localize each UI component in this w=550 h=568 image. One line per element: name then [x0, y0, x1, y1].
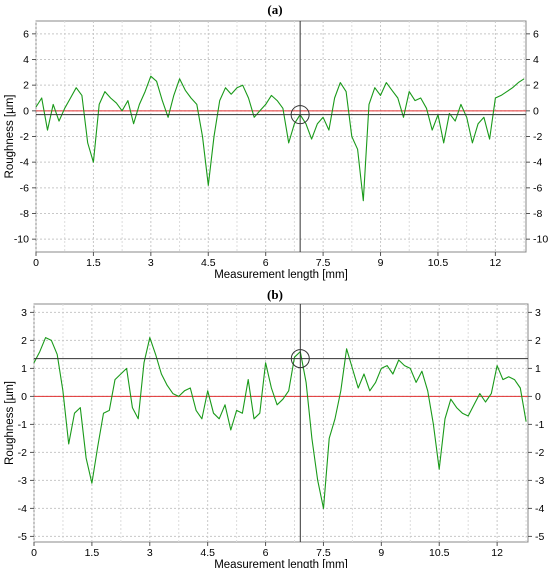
y-tick-label-right: -5	[535, 531, 544, 543]
x-tick-label: 7.5	[316, 257, 331, 269]
x-tick-label: 0	[31, 547, 37, 559]
x-tick-label: 3	[148, 257, 154, 269]
x-tick-label: 7.5	[316, 547, 331, 559]
x-tick-label: 10.5	[429, 547, 450, 559]
y-tick-label-left: -2	[18, 447, 27, 459]
y-tick-label-right: -1	[535, 419, 544, 431]
x-tick-label: 3	[147, 547, 153, 559]
y-tick-label-left: -2	[20, 131, 29, 143]
y-axis-title: Roughness [µm]	[4, 381, 16, 465]
x-tick-label: 10.5	[428, 257, 449, 269]
y-tick-label-right: -2	[535, 447, 544, 459]
y-axis-title: Roughness [µm]	[4, 95, 16, 179]
y-tick-label-left: -3	[18, 475, 27, 487]
y-tick-label-right: -4	[533, 157, 542, 169]
x-tick-label: 0	[33, 257, 39, 269]
y-tick-label-right: 2	[535, 335, 541, 347]
cursor-circle-marker	[290, 105, 310, 125]
panel-label-b: (b)	[267, 287, 283, 302]
y-tick-label-left: 0	[23, 105, 29, 117]
y-tick-label-left: -4	[20, 157, 29, 169]
x-tick-label: 6	[263, 257, 269, 269]
y-tick-label-left: -1	[18, 419, 27, 431]
y-tick-label-right: 2	[533, 80, 539, 92]
y-tick-label-right: 3	[535, 307, 541, 319]
roughness-chart-b: 0 1.5 3 4.5 6 7.5 9 10.5 12 3 3 2 2 1 1 0 0 -1 -1 -2 -2 -3 -3 -…	[4, 303, 544, 568]
x-tick-label: 9	[378, 257, 384, 269]
cursor-circle-marker	[290, 349, 310, 369]
y-tick-label-left: -10	[14, 234, 29, 246]
panel-label-a: (a)	[267, 2, 283, 17]
y-tick-label-right: 6	[533, 28, 539, 40]
x-tick-label: 12	[490, 257, 502, 269]
y-tick-label-left: 3	[21, 307, 27, 319]
y-tick-label-right: -4	[535, 503, 544, 515]
y-tick-label-right: -10	[533, 234, 548, 246]
y-tick-label-right: -6	[533, 182, 542, 194]
y-tick-label-left: 2	[23, 80, 29, 92]
y-tick-label-left: 1	[21, 363, 27, 375]
x-tick-label: 6	[263, 547, 269, 559]
y-tick-label-right: 1	[535, 363, 541, 375]
x-tick-label: 1.5	[86, 257, 101, 269]
y-tick-label-left: -5	[18, 531, 27, 543]
x-tick-label: 9	[378, 547, 384, 559]
x-tick-label: 4.5	[201, 257, 216, 269]
y-tick-label-left: -4	[18, 503, 27, 515]
roughness-profile-line	[33, 337, 527, 509]
plot-area	[33, 303, 529, 543]
y-tick-label-left: -6	[20, 182, 29, 194]
x-axis-title: Measurement length [mm]	[214, 559, 348, 568]
x-tick-label: 12	[491, 547, 503, 559]
y-tick-label-left: 0	[21, 391, 27, 403]
y-tick-label-left: 6	[23, 28, 29, 40]
y-tick-label-left: -8	[20, 208, 29, 220]
roughness-profile-line	[35, 75, 525, 202]
y-tick-label-left: 2	[21, 335, 27, 347]
roughness-chart-a: 0 1.5 3 4.5 6 7.5 9 10.5 12 6 6 4 4 2 2 0 0 -2 -2 -4 -4 -6 -6 -…	[4, 20, 548, 281]
y-tick-label-right: -3	[535, 475, 544, 487]
y-tick-label-right: 0	[533, 105, 539, 117]
y-tick-label-left: 4	[23, 54, 29, 66]
y-tick-label-right: -2	[533, 131, 542, 143]
y-tick-label-right: 0	[535, 391, 541, 403]
y-tick-label-right: -8	[533, 208, 542, 220]
x-tick-label: 4.5	[200, 547, 215, 559]
x-tick-label: 1.5	[85, 547, 100, 559]
y-tick-label-right: 4	[533, 54, 539, 66]
x-axis-title: Measurement length [mm]	[214, 269, 348, 281]
